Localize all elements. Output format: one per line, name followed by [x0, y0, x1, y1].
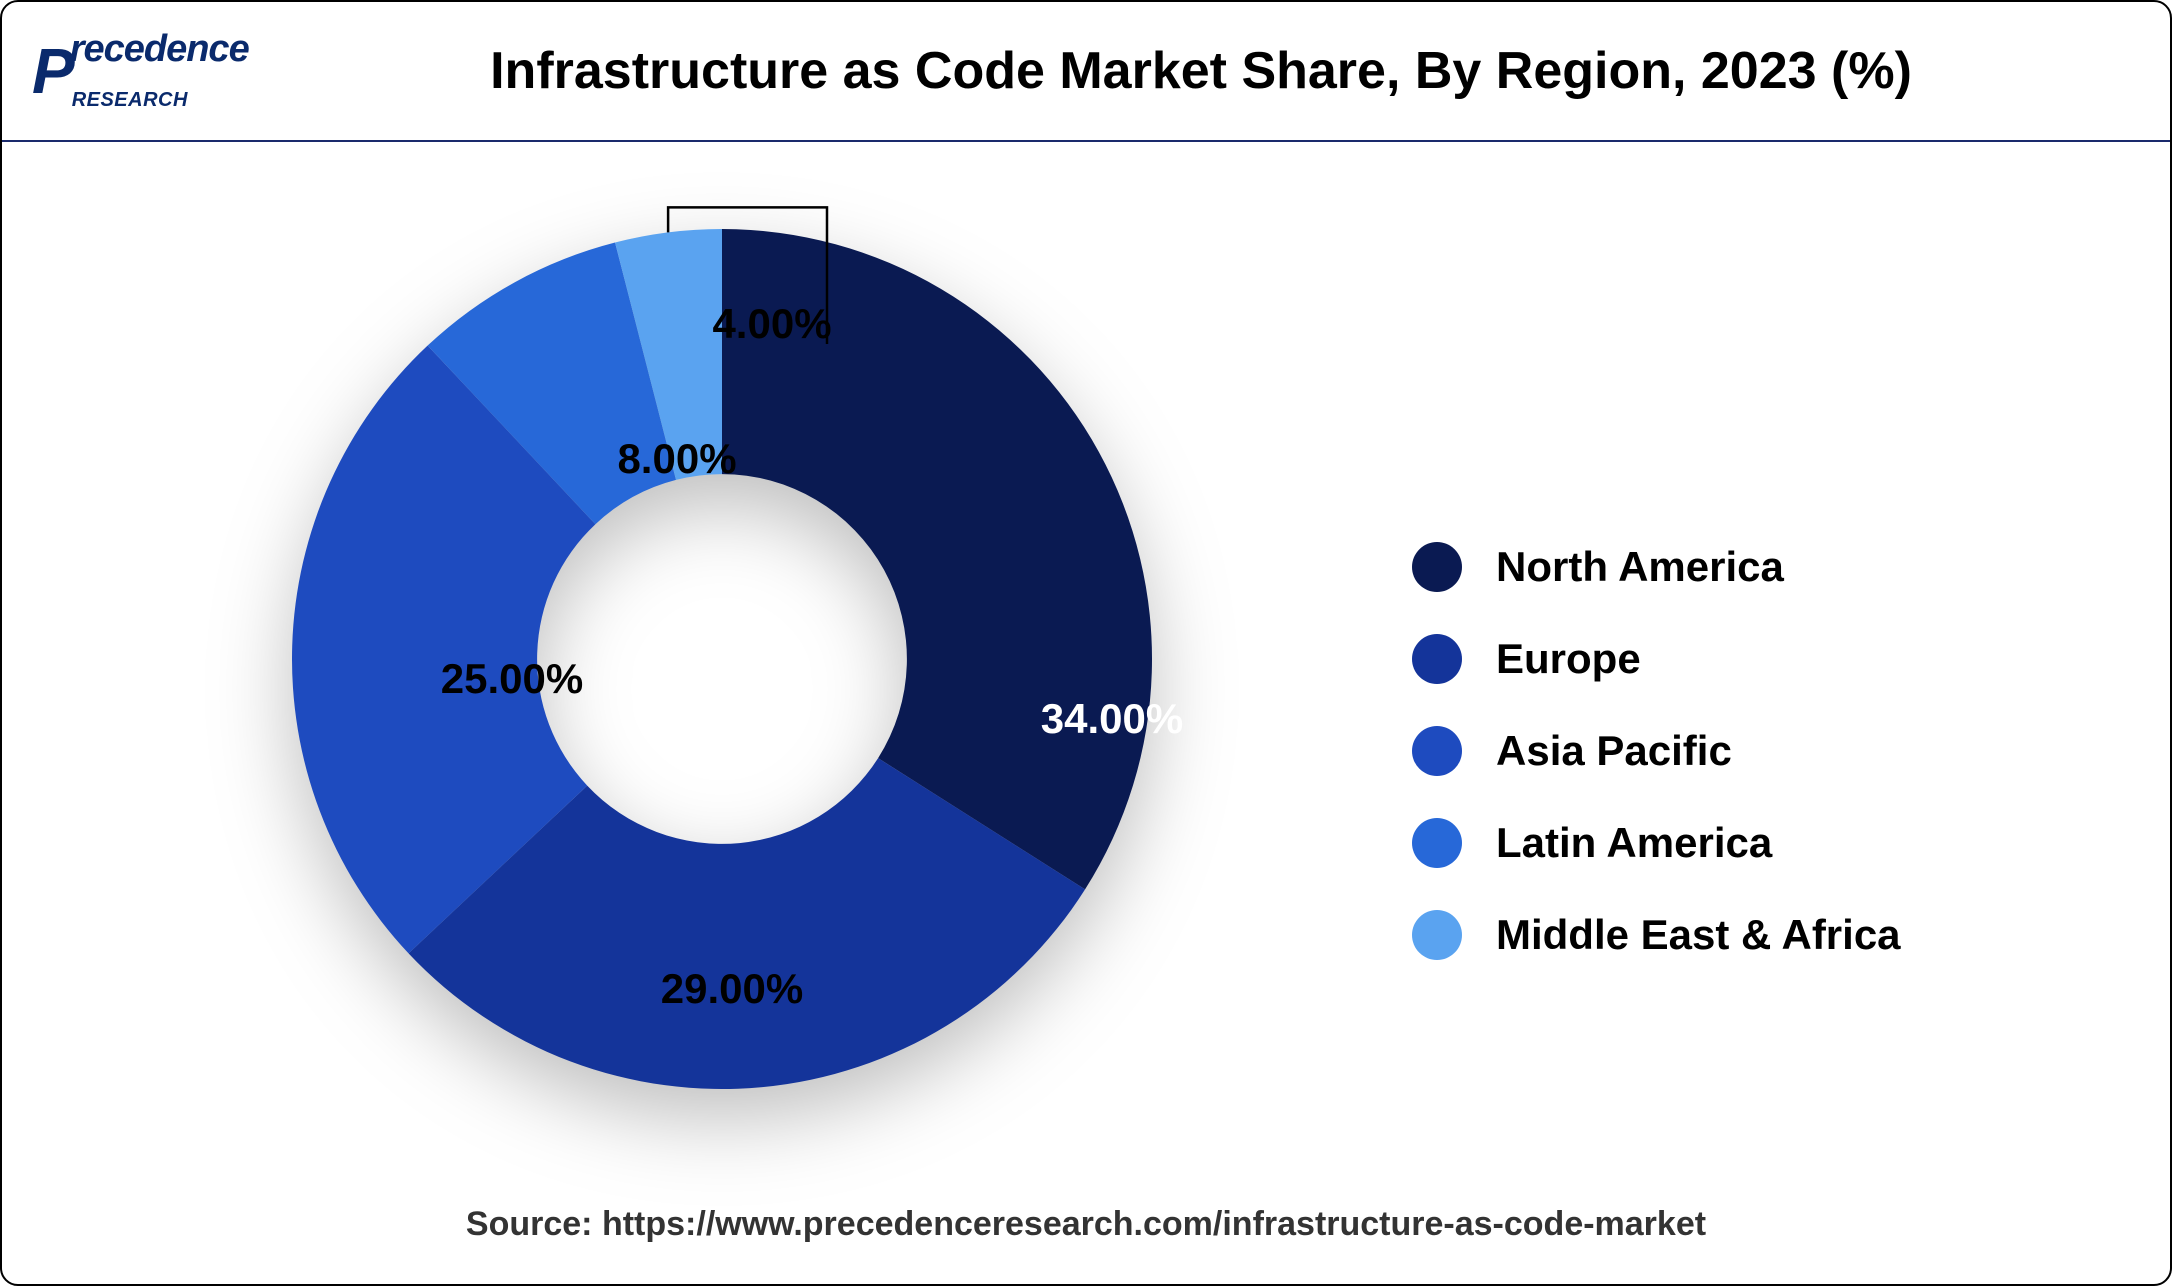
legend-label: Latin America — [1496, 819, 1772, 867]
chart-title: Infrastructure as Code Market Share, By … — [382, 41, 2140, 101]
legend-swatch — [1412, 634, 1462, 684]
legend-swatch — [1412, 542, 1462, 592]
slice-label: 4.00% — [712, 300, 831, 348]
logo-initial: P — [32, 34, 74, 108]
slice-label: 34.00% — [1041, 695, 1183, 743]
legend-label: Middle East & Africa — [1496, 911, 1901, 959]
logo-brand: recedence — [70, 28, 249, 70]
legend-row: North America — [1412, 542, 1901, 592]
legend-label: Europe — [1496, 635, 1641, 683]
logo-suffix: RESEARCH — [72, 89, 188, 111]
legend-label: Asia Pacific — [1496, 727, 1732, 775]
legend-row: Middle East & Africa — [1412, 910, 1901, 960]
chart-area: 34.00% 29.00% 25.00% 8.00% 4.00% — [182, 159, 1232, 1159]
chart-body: 34.00% 29.00% 25.00% 8.00% 4.00% North Ameri… — [2, 142, 2170, 1175]
legend-swatch — [1412, 818, 1462, 868]
legend-row: Asia Pacific — [1412, 726, 1901, 776]
figure-container: P recedence RESEARCH Infrastructure as C… — [0, 0, 2172, 1286]
legend-label: North America — [1496, 543, 1784, 591]
slice-label: 25.00% — [441, 655, 583, 703]
source-footer: Source: https://www.precedenceresearch.c… — [2, 1175, 2170, 1284]
header: P recedence RESEARCH Infrastructure as C… — [2, 2, 2170, 142]
slice-label: 8.00% — [617, 435, 736, 483]
logo: P recedence RESEARCH — [32, 21, 382, 121]
legend-swatch — [1412, 726, 1462, 776]
legend-row: Latin America — [1412, 818, 1901, 868]
slice-label: 29.00% — [661, 965, 803, 1013]
legend-row: Europe — [1412, 634, 1901, 684]
legend-swatch — [1412, 910, 1462, 960]
legend: North America Europe Asia Pacific Latin Ame… — [1412, 542, 1901, 960]
